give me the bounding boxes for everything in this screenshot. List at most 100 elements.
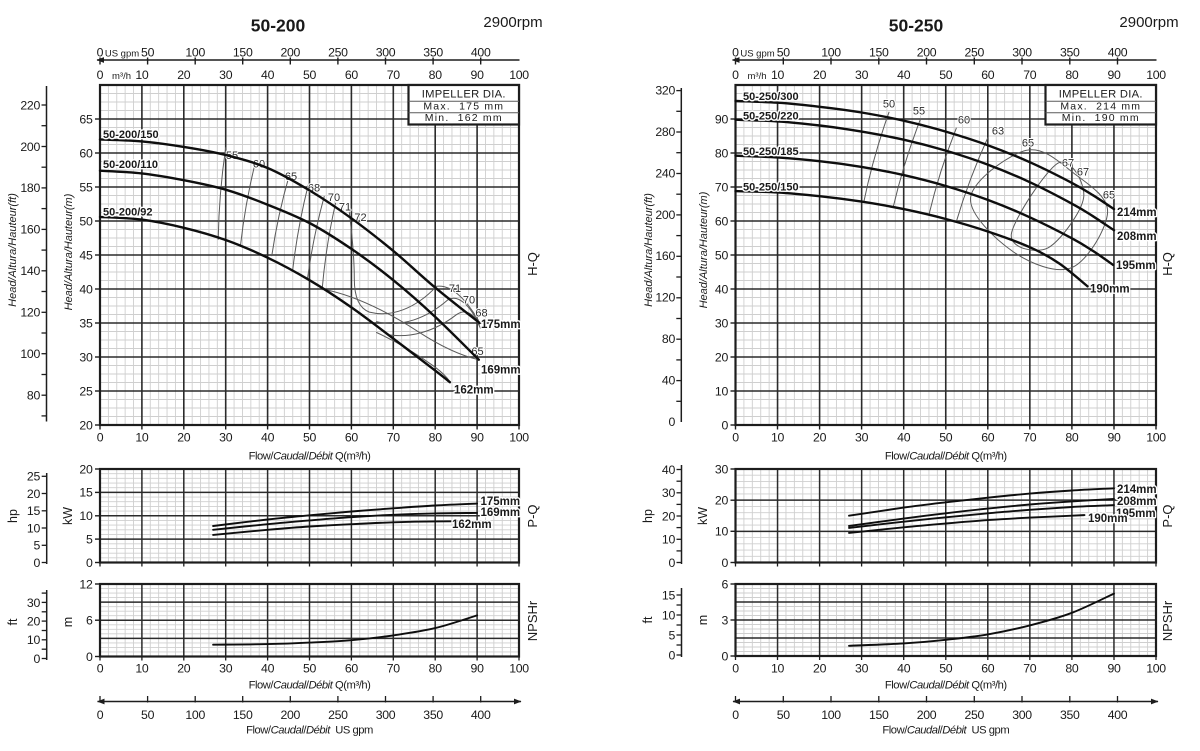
svg-text:400: 400 [1108,46,1128,60]
svg-text:10: 10 [662,533,676,547]
svg-text:80: 80 [429,68,443,82]
svg-text:100: 100 [20,347,40,361]
svg-text:50: 50 [777,46,791,60]
svg-text:80: 80 [429,431,443,445]
svg-text:60: 60 [345,431,359,445]
svg-text:0: 0 [97,68,104,82]
svg-text:50-200: 50-200 [251,16,306,36]
svg-text:0: 0 [97,708,104,722]
svg-text:0: 0 [97,46,104,60]
svg-text:50-250/300: 50-250/300 [743,91,799,103]
svg-text:20: 20 [27,487,41,501]
svg-text:300: 300 [376,708,396,722]
svg-text:60: 60 [345,662,359,676]
svg-text:50: 50 [939,662,953,676]
svg-text:70: 70 [1023,662,1037,676]
svg-text:40: 40 [662,463,676,477]
svg-text:68: 68 [475,308,487,320]
svg-text:Flow/Caudal/Débit Q(m³/h): Flow/Caudal/Débit Q(m³/h) [885,451,1008,463]
svg-text:0: 0 [86,556,93,570]
svg-text:20: 20 [813,68,827,82]
svg-text:40: 40 [662,374,676,388]
svg-text:0: 0 [33,652,40,666]
svg-text:40: 40 [715,282,729,296]
svg-text:20: 20 [79,462,93,476]
svg-text:0: 0 [668,648,675,662]
svg-text:15: 15 [662,588,676,602]
svg-text:Flow/Caudal/Débit Q(m³/h): Flow/Caudal/Débit Q(m³/h) [885,680,1008,692]
svg-text:IMPELLER DIA.: IMPELLER DIA. [422,89,506,101]
svg-text:0: 0 [86,650,93,664]
svg-text:0: 0 [33,556,40,570]
svg-text:90: 90 [1107,68,1121,82]
svg-text:60: 60 [981,662,995,676]
svg-text:40: 40 [261,68,275,82]
svg-text:60: 60 [958,115,970,127]
svg-text:70: 70 [387,662,401,676]
svg-text:80: 80 [1065,662,1079,676]
svg-text:100: 100 [1146,431,1166,445]
svg-text:40: 40 [897,68,911,82]
svg-text:150: 150 [233,46,253,60]
svg-text:50: 50 [141,46,155,60]
svg-text:100: 100 [509,431,529,445]
svg-text:100: 100 [821,708,841,722]
svg-text:162mm: 162mm [454,385,494,397]
svg-text:220: 220 [20,98,40,112]
svg-text:67: 67 [1062,158,1074,170]
svg-text:Max. 214 mm: Max. 214 mm [1060,101,1141,113]
svg-text:20: 20 [813,662,827,676]
svg-text:Max. 175 mm: Max. 175 mm [423,101,504,113]
svg-text:65: 65 [1103,190,1115,202]
svg-text:240: 240 [655,166,675,180]
svg-text:H-Q: H-Q [1160,252,1175,276]
svg-text:300: 300 [1012,46,1032,60]
svg-text:100: 100 [509,662,529,676]
svg-text:350: 350 [423,46,443,60]
svg-text:20: 20 [177,68,191,82]
svg-text:150: 150 [869,46,889,60]
svg-text:214mm: 214mm [1117,207,1157,219]
svg-text:0: 0 [721,418,728,432]
svg-text:30: 30 [219,662,233,676]
svg-text:70: 70 [1023,431,1037,445]
svg-text:10: 10 [135,68,149,82]
svg-text:50: 50 [715,248,729,262]
svg-text:100: 100 [185,46,205,60]
svg-text:ft: ft [6,618,20,625]
svg-text:175mm: 175mm [481,319,521,331]
svg-text:100: 100 [821,46,841,60]
svg-text:150: 150 [233,708,253,722]
svg-text:50: 50 [303,431,317,445]
svg-text:50: 50 [939,68,953,82]
svg-text:2900rpm: 2900rpm [1119,14,1178,31]
svg-text:120: 120 [20,306,40,320]
svg-text:100: 100 [1146,662,1166,676]
svg-text:10: 10 [715,384,729,398]
svg-text:300: 300 [1012,708,1032,722]
svg-text:50-200/110: 50-200/110 [103,159,158,171]
svg-text:195mm: 195mm [1116,260,1156,272]
svg-text:50: 50 [939,431,953,445]
svg-text:55: 55 [79,180,93,194]
svg-text:0: 0 [732,708,739,722]
svg-text:Head/Altura/Hauteur(m): Head/Altura/Hauteur(m) [63,193,75,310]
svg-text:10: 10 [771,431,785,445]
svg-text:0: 0 [732,68,739,82]
svg-text:P-Q: P-Q [1160,504,1175,527]
svg-text:m³/h: m³/h [112,71,131,82]
svg-text:15: 15 [79,486,93,500]
svg-text:50: 50 [141,708,155,722]
svg-text:0: 0 [721,556,728,570]
svg-text:100: 100 [1146,68,1166,82]
svg-text:m³/h: m³/h [748,71,767,82]
svg-text:350: 350 [1060,46,1080,60]
svg-text:300: 300 [376,46,396,60]
svg-text:150: 150 [869,708,889,722]
svg-text:Head/Altura/Hauteur(ft): Head/Altura/Hauteur(ft) [7,193,19,307]
svg-text:35: 35 [79,316,93,330]
svg-text:0: 0 [721,649,728,663]
svg-text:200: 200 [20,140,40,154]
svg-text:200: 200 [655,208,675,222]
svg-text:50-200/150: 50-200/150 [103,129,159,141]
